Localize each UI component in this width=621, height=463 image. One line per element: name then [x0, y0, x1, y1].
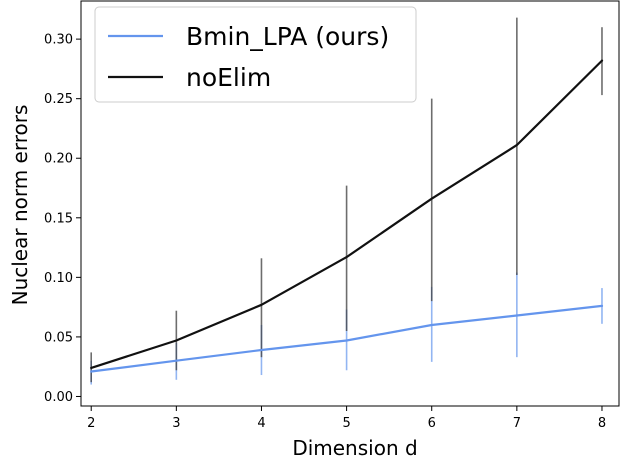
- x-tick-label: 2: [87, 416, 95, 431]
- x-tick-label: 8: [598, 416, 606, 431]
- legend-label: noElim: [186, 63, 271, 92]
- legend-label: Bmin_LPA (ours): [186, 22, 389, 51]
- y-tick-label: 0.00: [44, 390, 73, 405]
- series-lines: [90, 59, 604, 373]
- y-tick-label: 0.20: [44, 152, 73, 167]
- y-tick-label: 0.10: [44, 271, 73, 286]
- x-tick-label: 7: [513, 416, 521, 431]
- series-line-0: [90, 304, 604, 373]
- x-tick-label: 3: [172, 416, 180, 431]
- y-axis-label: Nuclear norm errors: [8, 105, 32, 306]
- legend-box: [94, 6, 417, 103]
- x-tick-label: 6: [428, 416, 436, 431]
- x-tick-label: 4: [257, 416, 265, 431]
- y-tick-label: 0.25: [44, 92, 73, 107]
- y-tick-label: 0.15: [44, 211, 73, 226]
- y-tick-label: 0.05: [44, 330, 73, 345]
- series-line-1: [90, 59, 604, 369]
- plot-frame: [80, 0, 620, 407]
- legend: Bmin_LPA (ours) noElim: [94, 6, 417, 103]
- x-tick-label: 5: [342, 416, 350, 431]
- axes: 2 3 4 5 6 7 8 0.00 0.05 0.10 0.15 0.20 0.25 0.30: [44, 0, 620, 431]
- y-tick-label: 0.30: [44, 33, 73, 48]
- x-axis-label: Dimension d: [292, 436, 417, 460]
